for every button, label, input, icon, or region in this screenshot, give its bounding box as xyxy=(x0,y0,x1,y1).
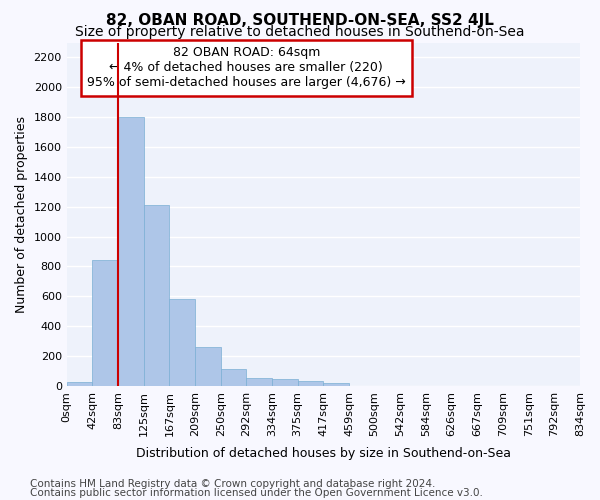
Bar xyxy=(169,298,195,386)
Bar xyxy=(247,378,272,386)
Bar xyxy=(143,205,169,386)
X-axis label: Distribution of detached houses by size in Southend-on-Sea: Distribution of detached houses by size … xyxy=(136,447,511,460)
Text: 82, OBAN ROAD, SOUTHEND-ON-SEA, SS2 4JL: 82, OBAN ROAD, SOUTHEND-ON-SEA, SS2 4JL xyxy=(106,12,494,28)
Bar xyxy=(298,382,323,386)
Bar xyxy=(118,117,143,386)
Y-axis label: Number of detached properties: Number of detached properties xyxy=(15,116,28,312)
Text: Size of property relative to detached houses in Southend-on-Sea: Size of property relative to detached ho… xyxy=(75,25,525,39)
Text: Contains public sector information licensed under the Open Government Licence v3: Contains public sector information licen… xyxy=(30,488,483,498)
Bar xyxy=(67,382,92,386)
Bar xyxy=(92,260,118,386)
Text: 82 OBAN ROAD: 64sqm
← 4% of detached houses are smaller (220)
95% of semi-detach: 82 OBAN ROAD: 64sqm ← 4% of detached hou… xyxy=(87,46,406,90)
Bar xyxy=(323,383,349,386)
Bar xyxy=(221,368,247,386)
Bar xyxy=(272,379,298,386)
Bar xyxy=(195,347,221,386)
Text: Contains HM Land Registry data © Crown copyright and database right 2024.: Contains HM Land Registry data © Crown c… xyxy=(30,479,436,489)
